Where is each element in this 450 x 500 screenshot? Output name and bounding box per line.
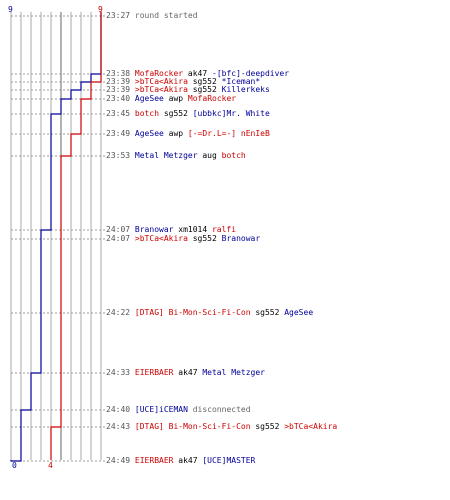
axis-score-label: 4 bbox=[48, 461, 53, 470]
event-text: round started bbox=[134, 11, 198, 20]
player-name: [ubbkc]Mr. White bbox=[192, 109, 270, 118]
player-name: AgeSee bbox=[134, 129, 164, 138]
event-time: 23:45 bbox=[106, 109, 131, 118]
player-name: >bTCa<Akira bbox=[134, 77, 188, 86]
event-row: 24:43 [DTAG] Bi-Mon-Sci-Fi-Con sg552 >bT… bbox=[106, 422, 337, 432]
event-time: 23:39 bbox=[106, 77, 131, 86]
weapon-label: awp bbox=[163, 129, 188, 138]
player-name: AgeSee bbox=[284, 308, 314, 317]
player-name: [UCE]iCEMAN bbox=[134, 405, 188, 414]
player-name: [DTAG] Bi-Mon-Sci-Fi-Con bbox=[134, 308, 251, 317]
player-name: >bTCa<Akira bbox=[284, 422, 338, 431]
player-name: Branowar bbox=[134, 225, 174, 234]
player-name: >bTCa<Akira bbox=[134, 234, 188, 243]
player-name: [-=Dr.L=-] nEnIeB bbox=[187, 129, 270, 138]
event-row: 23:53 Metal Metzger aug botch bbox=[106, 151, 246, 161]
player-name: Branowar bbox=[221, 234, 261, 243]
event-text: disconnected bbox=[187, 405, 251, 414]
weapon-label: sg552 bbox=[250, 308, 285, 317]
weapon-label: ak47 bbox=[173, 368, 203, 377]
event-time: 24:07 bbox=[106, 225, 131, 234]
event-row: 24:22 [DTAG] Bi-Mon-Sci-Fi-Con sg552 Age… bbox=[106, 308, 313, 318]
red-score-line bbox=[50, 12, 102, 460]
event-time: 23:49 bbox=[106, 129, 131, 138]
event-row: 24:40 [UCE]iCEMAN disconnected bbox=[106, 405, 251, 415]
weapon-label: aug bbox=[197, 151, 222, 160]
weapon-label: awp bbox=[163, 94, 188, 103]
player-name: [UCE]MASTER bbox=[202, 456, 256, 465]
weapon-label: sg552 bbox=[250, 422, 285, 431]
event-row: 23:39 >bTCa<Akira sg552 Killerkeks bbox=[106, 85, 270, 95]
event-time: 23:38 bbox=[106, 69, 131, 78]
event-time: 24:40 bbox=[106, 405, 131, 414]
weapon-label: sg552 bbox=[159, 109, 193, 118]
player-name: >bTCa<Akira bbox=[134, 85, 188, 94]
event-time: 24:43 bbox=[106, 422, 131, 431]
player-name: EIERBAER bbox=[134, 368, 174, 377]
weapon-label: sg552 bbox=[187, 77, 222, 86]
event-time: 24:49 bbox=[106, 456, 131, 465]
event-time: 23:53 bbox=[106, 151, 131, 160]
player-name: EIERBAER bbox=[134, 456, 174, 465]
player-name: Metal Metzger bbox=[202, 368, 265, 377]
player-name: botch bbox=[221, 151, 246, 160]
axis-score-label: 9 bbox=[98, 5, 103, 14]
event-row: 23:38 MofaRocker ak47 -[bfc]-deepdiver bbox=[106, 69, 289, 79]
event-row: 23:40 AgeSee awp MofaRocker bbox=[106, 94, 236, 104]
player-name: MofaRocker bbox=[187, 94, 237, 103]
event-row: 24:49 EIERBAER ak47 [UCE]MASTER bbox=[106, 456, 255, 466]
weapon-label: sg552 bbox=[187, 85, 222, 94]
player-name: Killerkeks bbox=[221, 85, 270, 94]
player-name: *Iceman* bbox=[221, 77, 261, 86]
event-row: 23:27 round started bbox=[106, 11, 198, 21]
event-row: 24:07 Branowar xm1014 ralfi bbox=[106, 225, 236, 235]
player-name: Metal Metzger bbox=[134, 151, 198, 160]
axis-score-label: 0 bbox=[12, 461, 17, 470]
event-row: 24:07 >bTCa<Akira sg552 Branowar bbox=[106, 234, 260, 244]
player-name: AgeSee bbox=[134, 94, 164, 103]
event-row: 23:45 botch sg552 [ubbkc]Mr. White bbox=[106, 109, 270, 119]
event-row: 23:49 AgeSee awp [-=Dr.L=-] nEnIeB bbox=[106, 129, 270, 139]
player-name: -[bfc]-deepdiver bbox=[212, 69, 290, 78]
event-time: 23:27 bbox=[106, 11, 131, 20]
player-name: MofaRocker bbox=[134, 69, 184, 78]
weapon-label: ak47 bbox=[183, 69, 212, 78]
event-row: 24:33 EIERBAER ak47 Metal Metzger bbox=[106, 368, 265, 378]
event-row: 23:39 >bTCa<Akira sg552 *Iceman* bbox=[106, 77, 260, 87]
axis-score-label: 9 bbox=[8, 5, 13, 14]
event-time: 23:39 bbox=[106, 85, 131, 94]
event-time: 24:07 bbox=[106, 234, 131, 243]
player-name: botch bbox=[134, 109, 160, 118]
event-time: 23:40 bbox=[106, 94, 131, 103]
player-name: [DTAG] Bi-Mon-Sci-Fi-Con bbox=[134, 422, 251, 431]
weapon-label: xm1014 bbox=[173, 225, 212, 234]
player-name: ralfi bbox=[211, 225, 237, 234]
event-time: 24:33 bbox=[106, 368, 131, 377]
weapon-label: sg552 bbox=[187, 234, 222, 243]
event-time: 24:22 bbox=[106, 308, 131, 317]
weapon-label: ak47 bbox=[173, 456, 203, 465]
blue-score-line bbox=[10, 12, 102, 462]
